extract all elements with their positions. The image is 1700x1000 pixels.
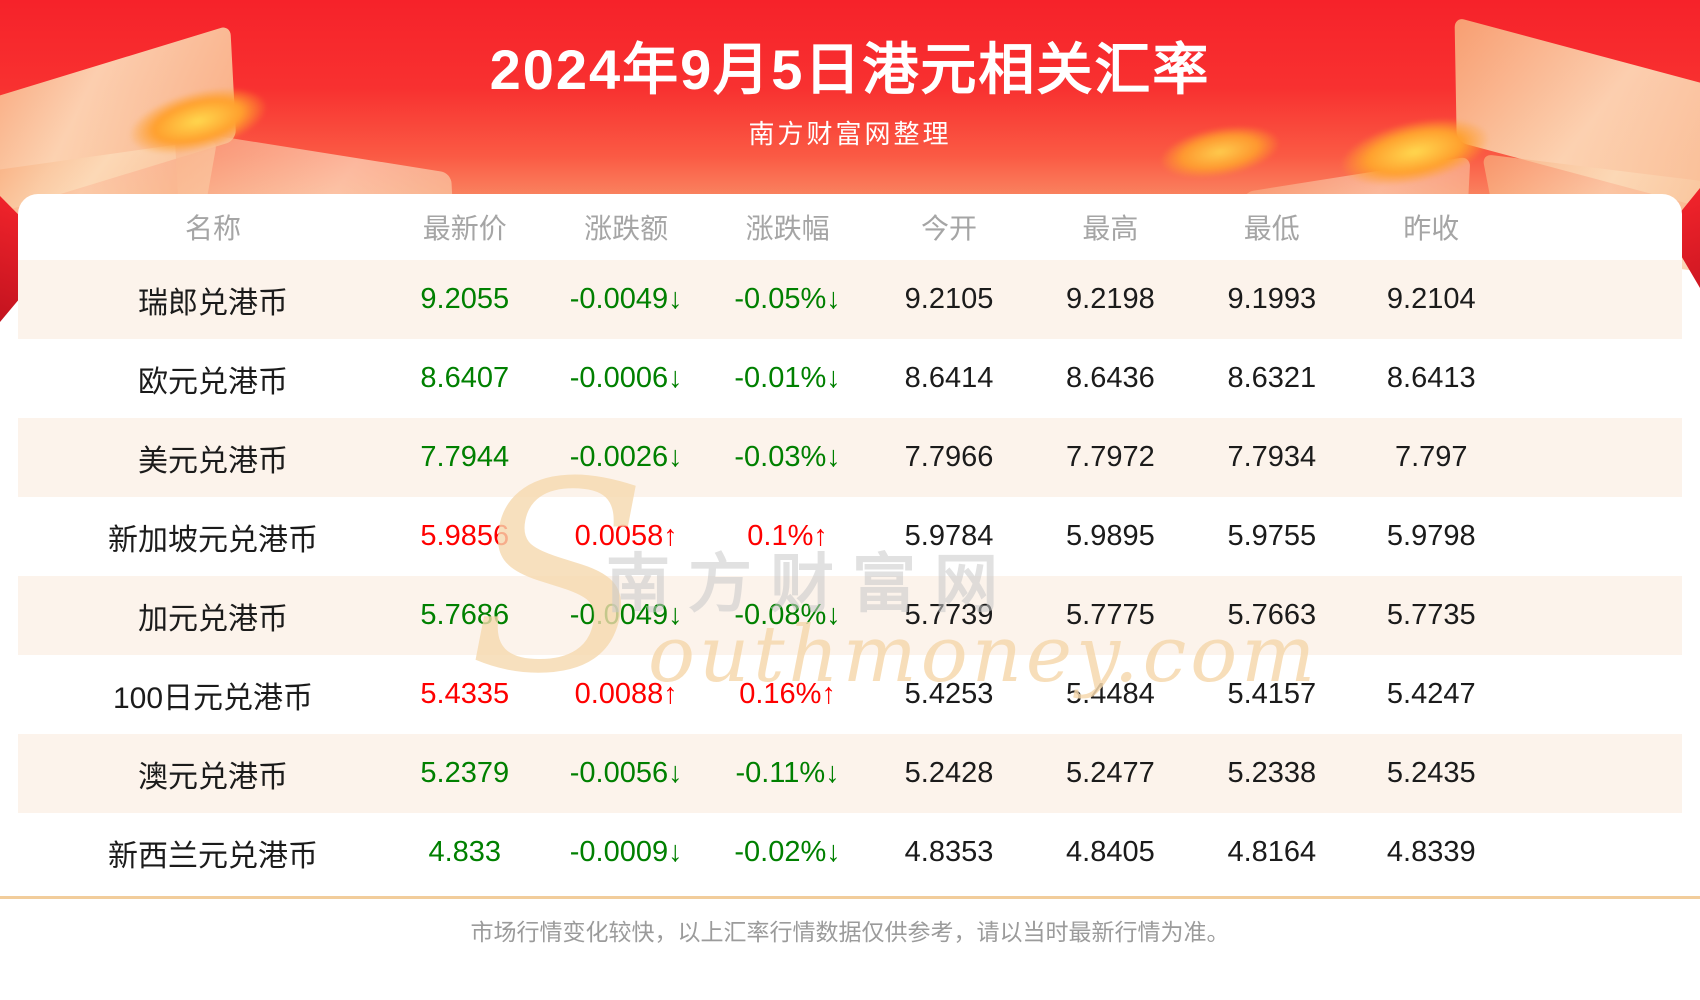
cell-latest-price: 7.7944	[420, 441, 510, 473]
cell-change-percent: -0.01%↓	[734, 362, 841, 394]
table-row: 100日元兑港币 5.4335 0.0088↑ 0.16%↑ 5.4253 5.…	[18, 655, 1682, 734]
cell-low: 4.8164	[1227, 836, 1317, 868]
cell-open: 4.8353	[904, 836, 994, 868]
cell-open: 9.2105	[904, 283, 994, 315]
rates-table: 名称 最新价 涨跌额 涨跌幅 今开 最高 最低 昨收 瑞郎兑港币 9.2055 …	[18, 194, 1682, 892]
cell-currency-name: 美元兑港币	[138, 444, 289, 478]
cell-prev-close: 4.8339	[1386, 836, 1476, 868]
col-header-prev-close: 昨收	[1403, 213, 1460, 244]
cell-prev-close: 9.2104	[1386, 283, 1476, 315]
table-row: 欧元兑港币 8.6407 -0.0006↓ -0.01%↓ 8.6414 8.6…	[18, 339, 1682, 418]
page-subtitle: 南方财富网整理	[748, 119, 952, 149]
cell-prev-close: 5.4247	[1386, 678, 1476, 710]
table-row: 瑞郎兑港币 9.2055 -0.0049↓ -0.05%↓ 9.2105 9.2…	[18, 260, 1682, 339]
table-header-row: 名称 最新价 涨跌额 涨跌幅 今开 最高 最低 昨收	[18, 194, 1682, 260]
cell-currency-name: 瑞郎兑港币	[138, 286, 289, 320]
cell-change-amount: -0.0056↓	[569, 757, 683, 789]
col-header-change-percent: 涨跌幅	[745, 213, 830, 244]
cell-low: 5.7663	[1227, 599, 1317, 631]
cell-change-percent: 0.1%↑	[747, 520, 828, 552]
cell-currency-name: 100日元兑港币	[113, 681, 314, 715]
cell-currency-name: 新加坡元兑港币	[108, 523, 319, 557]
cell-change-amount: -0.0049↓	[569, 599, 683, 631]
cell-currency-name: 澳元兑港币	[138, 760, 289, 794]
cell-prev-close: 5.2435	[1386, 757, 1476, 789]
footer-note: 市场行情变化较快，以上汇率行情数据仅供参考，请以当时最新行情为准。	[470, 919, 1230, 945]
cell-high: 5.9895	[1066, 520, 1155, 552]
cell-low: 7.7934	[1227, 441, 1317, 473]
cell-open: 5.2428	[904, 757, 994, 789]
cell-latest-price: 4.833	[428, 836, 502, 868]
cell-open: 5.4253	[904, 678, 994, 710]
cell-change-amount: -0.0026↓	[569, 441, 683, 473]
cell-change-amount: 0.0058↑	[574, 520, 678, 552]
cell-high: 8.6436	[1066, 362, 1155, 394]
cell-latest-price: 5.4335	[420, 678, 510, 710]
col-header-open: 今开	[920, 213, 977, 244]
table-row: 澳元兑港币 5.2379 -0.0056↓ -0.11%↓ 5.2428 5.2…	[18, 734, 1682, 813]
cell-latest-price: 8.6407	[420, 362, 510, 394]
cell-change-percent: -0.05%↓	[734, 283, 841, 315]
col-header-low: 最低	[1243, 213, 1300, 244]
cell-open: 5.9784	[904, 520, 994, 552]
col-header-latest-price: 最新价	[422, 213, 507, 244]
cell-open: 7.7966	[904, 441, 994, 473]
rates-table-card: 名称 最新价 涨跌额 涨跌幅 今开 最高 最低 昨收 瑞郎兑港币 9.2055 …	[18, 194, 1682, 892]
cell-change-percent: -0.02%↓	[734, 836, 841, 868]
cell-change-amount: -0.0049↓	[569, 283, 683, 315]
cell-change-percent: -0.03%↓	[734, 441, 841, 473]
cell-high: 7.7972	[1066, 441, 1155, 473]
table-row: 美元兑港币 7.7944 -0.0026↓ -0.03%↓ 7.7966 7.7…	[18, 418, 1682, 497]
cell-change-percent: 0.16%↑	[739, 678, 836, 710]
cell-currency-name: 欧元兑港币	[138, 365, 289, 399]
cell-currency-name: 加元兑港币	[138, 602, 289, 636]
cell-high: 4.8405	[1066, 836, 1155, 868]
cell-latest-price: 5.2379	[420, 757, 510, 789]
cell-latest-price: 9.2055	[420, 283, 510, 315]
footer-divider	[0, 896, 1700, 899]
cell-change-percent: -0.11%↓	[735, 757, 840, 789]
cell-open: 8.6414	[904, 362, 994, 394]
col-header-change-amount: 涨跌额	[584, 213, 669, 244]
cell-currency-name: 新西兰元兑港币	[108, 839, 319, 873]
col-header-name: 名称	[185, 213, 242, 244]
cell-low: 5.2338	[1227, 757, 1317, 789]
cell-change-amount: -0.0006↓	[569, 362, 683, 394]
page-title: 2024年9月5日港元相关汇率	[489, 38, 1211, 101]
table-row: 加元兑港币 5.7686 -0.0049↓ -0.08%↓ 5.7739 5.7…	[18, 576, 1682, 655]
cell-high: 5.4484	[1066, 678, 1155, 710]
cell-high: 5.2477	[1066, 757, 1155, 789]
cell-latest-price: 5.7686	[420, 599, 510, 631]
cell-change-amount: 0.0088↑	[574, 678, 678, 710]
cell-latest-price: 5.9856	[420, 520, 510, 552]
cell-prev-close: 5.7735	[1386, 599, 1476, 631]
cell-prev-close: 8.6413	[1386, 362, 1476, 394]
cell-high: 5.7775	[1066, 599, 1155, 631]
cell-prev-close: 5.9798	[1386, 520, 1476, 552]
cell-low: 9.1993	[1227, 283, 1317, 315]
col-header-high: 最高	[1082, 213, 1139, 244]
cell-open: 5.7739	[904, 599, 994, 631]
cell-change-amount: -0.0009↓	[569, 836, 683, 868]
cell-prev-close: 7.797	[1394, 441, 1468, 473]
cell-low: 5.4157	[1227, 678, 1317, 710]
table-row: 新加坡元兑港币 5.9856 0.0058↑ 0.1%↑ 5.9784 5.98…	[18, 497, 1682, 576]
cell-low: 5.9755	[1227, 520, 1317, 552]
cell-high: 9.2198	[1066, 283, 1155, 315]
cell-change-percent: -0.08%↓	[734, 599, 841, 631]
cell-low: 8.6321	[1227, 362, 1317, 394]
table-row: 新西兰元兑港币 4.833 -0.0009↓ -0.02%↓ 4.8353 4.…	[18, 813, 1682, 892]
